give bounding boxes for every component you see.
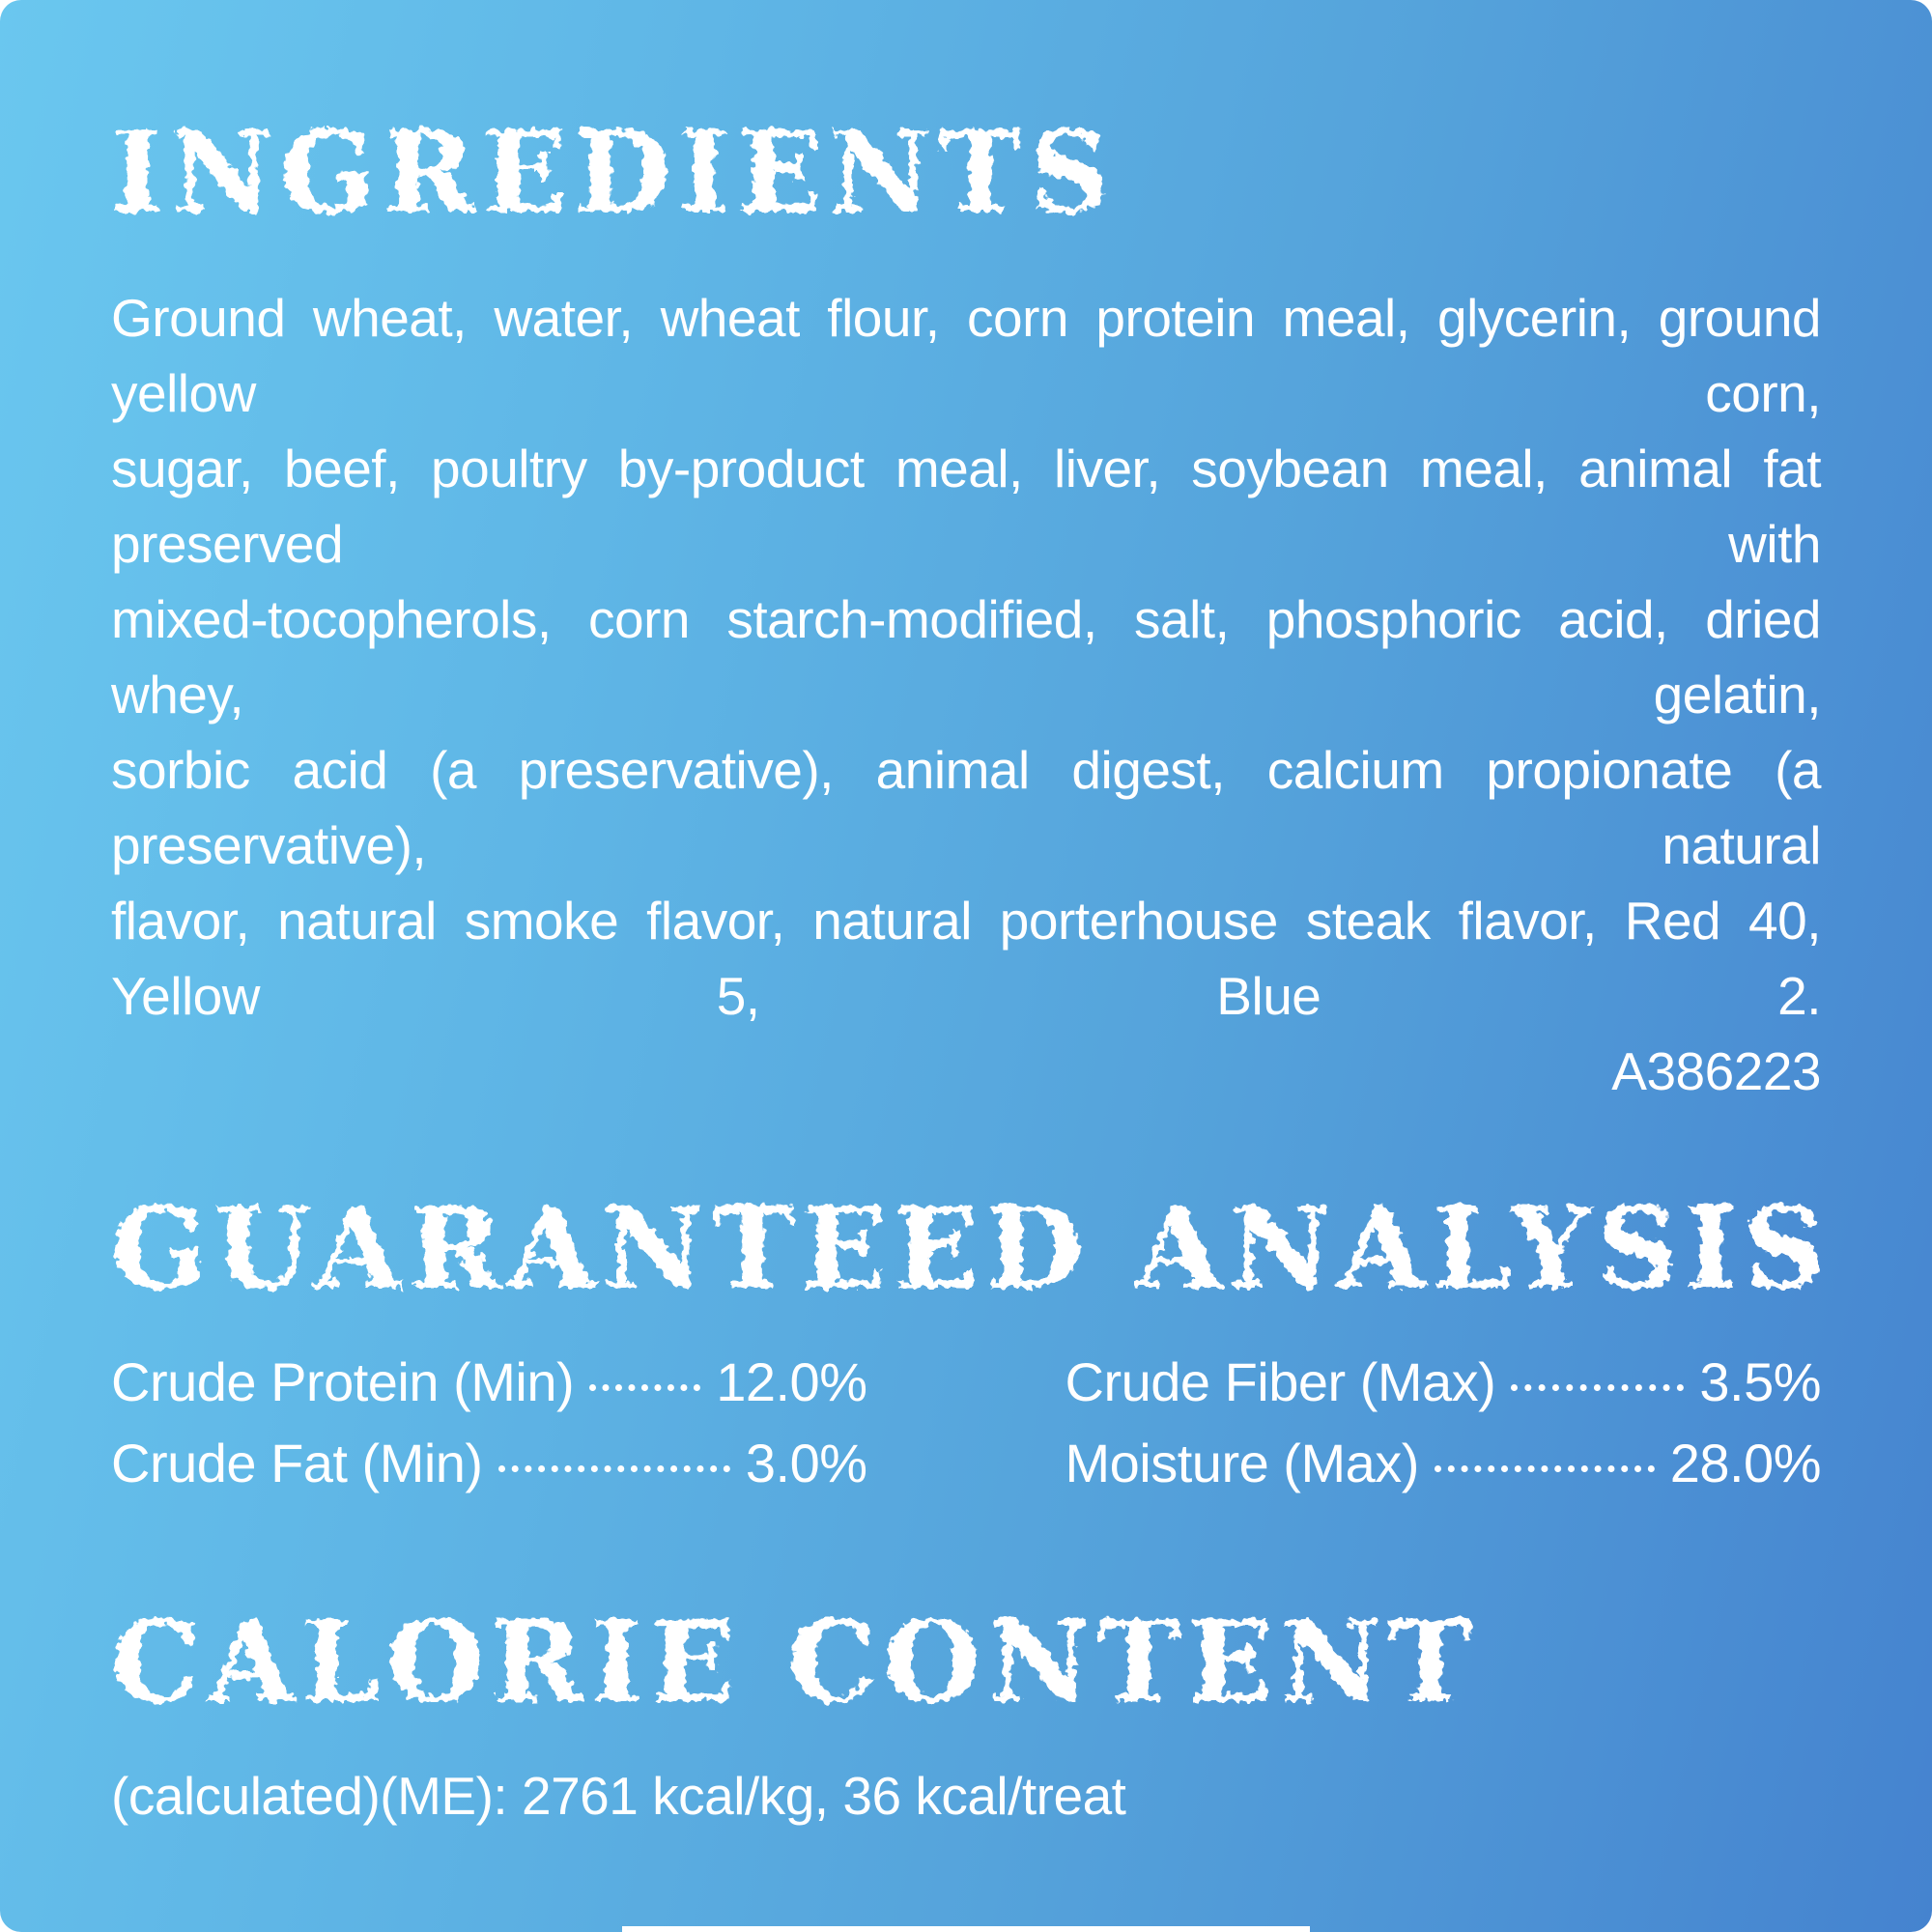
analysis-label: Moisture (Max) bbox=[1065, 1433, 1420, 1493]
analysis-value: 12.0% bbox=[716, 1351, 867, 1412]
ingredients-line: sorbic acid (a preservative), animal dig… bbox=[111, 740, 1822, 875]
produced-in-usa-badge: PRODUCED IN USA FACILITIES bbox=[622, 1926, 1310, 1932]
analysis-left-column: Crude Protein (Min) 12.0% Crude Fat (Min… bbox=[111, 1350, 867, 1513]
ingredients-paragraph: Ground wheat, water, wheat flour, corn p… bbox=[111, 280, 1822, 1109]
analysis-right-column: Crude Fiber (Max) 3.5% Moisture (Max) 28… bbox=[1065, 1350, 1822, 1513]
calorie-content-text: (calculated)(ME): 2761 kcal/kg, 36 kcal/… bbox=[111, 1766, 1126, 1826]
dot-leader bbox=[589, 1384, 701, 1391]
analysis-value: 28.0% bbox=[1669, 1433, 1822, 1493]
ingredients-line: mixed-tocopherols, corn starch-modified,… bbox=[111, 589, 1822, 724]
guaranteed-analysis-heading: GUARANTEED ANALYSIS bbox=[111, 1183, 1833, 1315]
analysis-label: Crude Protein (Min) bbox=[111, 1351, 575, 1412]
dot-leader bbox=[1434, 1465, 1655, 1472]
ingredients-heading: INGREDIENTS bbox=[111, 107, 1117, 239]
ingredients-line: Ground wheat, water, wheat flour, corn p… bbox=[111, 288, 1822, 423]
analysis-row-crude-fiber: Crude Fiber (Max) 3.5% bbox=[1065, 1350, 1822, 1432]
dot-leader bbox=[1511, 1384, 1685, 1391]
ingredients-line: flavor, natural smoke flavor, natural po… bbox=[111, 891, 1822, 1026]
formula-code: A386223 bbox=[1611, 1041, 1821, 1101]
calorie-content-heading: CALORIE CONTENT bbox=[111, 1597, 1479, 1728]
analysis-value: 3.0% bbox=[745, 1433, 867, 1493]
analysis-label: Crude Fat (Min) bbox=[111, 1433, 483, 1493]
analysis-value: 3.5% bbox=[1699, 1351, 1821, 1412]
analysis-row-crude-fat: Crude Fat (Min) 3.0% bbox=[111, 1432, 867, 1513]
analysis-label: Crude Fiber (Max) bbox=[1065, 1351, 1496, 1412]
analysis-row-crude-protein: Crude Protein (Min) 12.0% bbox=[111, 1350, 867, 1432]
guaranteed-analysis-table: Crude Protein (Min) 12.0% Crude Fat (Min… bbox=[111, 1350, 1822, 1513]
analysis-row-moisture: Moisture (Max) 28.0% bbox=[1065, 1432, 1822, 1513]
dot-leader bbox=[497, 1465, 730, 1472]
ingredients-line: sugar, beef, poultry by-product meal, li… bbox=[111, 439, 1822, 574]
